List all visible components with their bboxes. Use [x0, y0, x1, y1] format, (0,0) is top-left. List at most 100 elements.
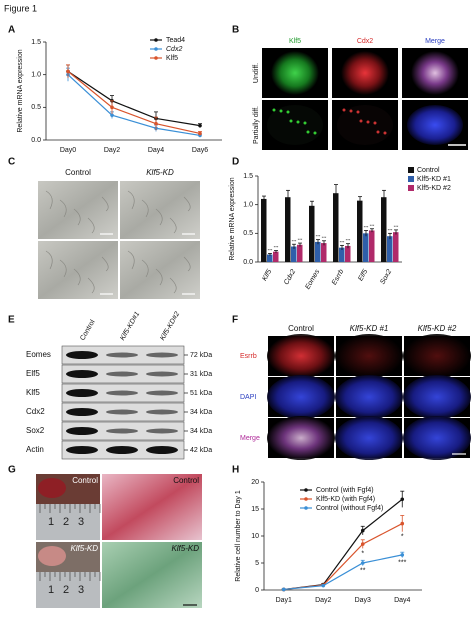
- size-label: 34 kDa: [190, 428, 212, 435]
- band: [106, 446, 138, 454]
- significance: ***: [298, 237, 303, 242]
- band: [106, 390, 138, 396]
- cell-outline: [73, 208, 81, 226]
- y-tick-label: 5: [255, 560, 259, 567]
- y-axis-label: Relative cell number to Day 1: [235, 490, 242, 582]
- size-label: 42 kDa: [190, 447, 212, 454]
- cell-outline: [155, 208, 163, 226]
- panel-letter: H: [232, 465, 239, 476]
- cell: [356, 110, 360, 114]
- row-label: DAPI: [240, 394, 256, 401]
- protein-label: Actin: [26, 445, 44, 454]
- series-line: [67, 74, 201, 137]
- band: [106, 371, 138, 377]
- colony: [267, 416, 335, 460]
- tissue: [38, 478, 66, 498]
- cell: [279, 109, 283, 113]
- x-tick-label: Eomes: [304, 268, 321, 291]
- colony: [337, 105, 393, 145]
- band: [146, 446, 178, 454]
- ruler-number: 1: [48, 516, 54, 528]
- cell: [342, 108, 346, 112]
- legend-label: Control: [417, 167, 440, 174]
- micrograph: [38, 181, 118, 239]
- column-label: Cdx2: [357, 38, 373, 45]
- histology-label: Control: [173, 476, 199, 485]
- band: [146, 352, 178, 358]
- y-tick-label: 15: [251, 506, 259, 513]
- y-tick-label: 0.5: [243, 230, 253, 237]
- band: [146, 371, 178, 377]
- point: [400, 497, 405, 502]
- column-label: Control: [65, 168, 91, 177]
- colony: [335, 375, 403, 419]
- legend-marker: [304, 488, 308, 492]
- panel-letter: D: [232, 157, 239, 168]
- series-line: [283, 498, 403, 591]
- band: [66, 351, 98, 359]
- y-tick-label: 1.5: [243, 173, 253, 180]
- x-tick-label: Day4: [148, 147, 164, 154]
- band: [146, 428, 178, 434]
- colony: [403, 416, 471, 460]
- colony: [267, 105, 323, 145]
- protein-label: Elf5: [26, 369, 40, 378]
- significance: ***: [364, 225, 369, 230]
- significance: ***: [370, 223, 375, 228]
- x-tick-label: Day6: [192, 147, 208, 154]
- ruler: [36, 572, 100, 608]
- significance: ***: [322, 235, 327, 240]
- ruler-number: 2: [63, 516, 69, 528]
- legend-label: Tead4: [166, 37, 185, 44]
- cell: [373, 121, 377, 125]
- photo-label: Klf5-KD: [70, 544, 98, 553]
- ruler-number: 3: [78, 516, 84, 528]
- x-tick-label: Day4: [394, 597, 410, 604]
- cell: [359, 119, 363, 123]
- cell-outline: [73, 268, 81, 286]
- cell: [286, 110, 290, 114]
- panel-letter: C: [8, 157, 15, 168]
- bar: [339, 247, 345, 262]
- x-tick-label: Elf5: [357, 268, 369, 282]
- colony: [271, 51, 319, 95]
- series-line: [283, 523, 403, 591]
- colony: [403, 334, 471, 378]
- lane-label: Control: [79, 318, 97, 341]
- significance: *: [361, 550, 364, 557]
- legend-marker: [154, 47, 158, 51]
- x-tick-label: Day0: [60, 147, 76, 154]
- significance: ***: [316, 234, 321, 239]
- colony: [403, 375, 471, 419]
- micrograph: [120, 181, 200, 239]
- point: [360, 528, 365, 533]
- lane-label: Klf5-KD#1: [119, 311, 141, 342]
- legend-swatch: [408, 185, 414, 191]
- bar: [315, 241, 321, 262]
- panel-letter: F: [232, 315, 238, 326]
- significance: ***: [274, 245, 279, 250]
- band: [66, 370, 98, 378]
- cell: [383, 131, 387, 135]
- y-axis-label: Relative mRNA expression: [229, 177, 236, 260]
- ruler-number: 2: [63, 584, 69, 596]
- legend-swatch: [408, 167, 414, 173]
- colony: [267, 334, 335, 378]
- band: [106, 352, 138, 358]
- x-tick-label: Cdx2: [283, 268, 297, 286]
- band: [66, 427, 98, 435]
- row-label: Esrrb: [240, 353, 257, 360]
- x-tick-label: Day2: [315, 597, 331, 604]
- colony: [411, 51, 459, 95]
- size-label: 31 kDa: [190, 371, 212, 378]
- bar: [363, 233, 369, 262]
- legend-label: Control (with Fgf4): [316, 487, 374, 494]
- bar: [333, 193, 339, 262]
- colony: [335, 416, 403, 460]
- panel-letter: B: [232, 25, 239, 36]
- point: [154, 121, 158, 126]
- legend-label: Klf5-KD #1: [417, 176, 451, 183]
- bar: [261, 198, 267, 262]
- cell-outline: [87, 277, 95, 294]
- histology-label: Klf5-KD: [171, 544, 199, 553]
